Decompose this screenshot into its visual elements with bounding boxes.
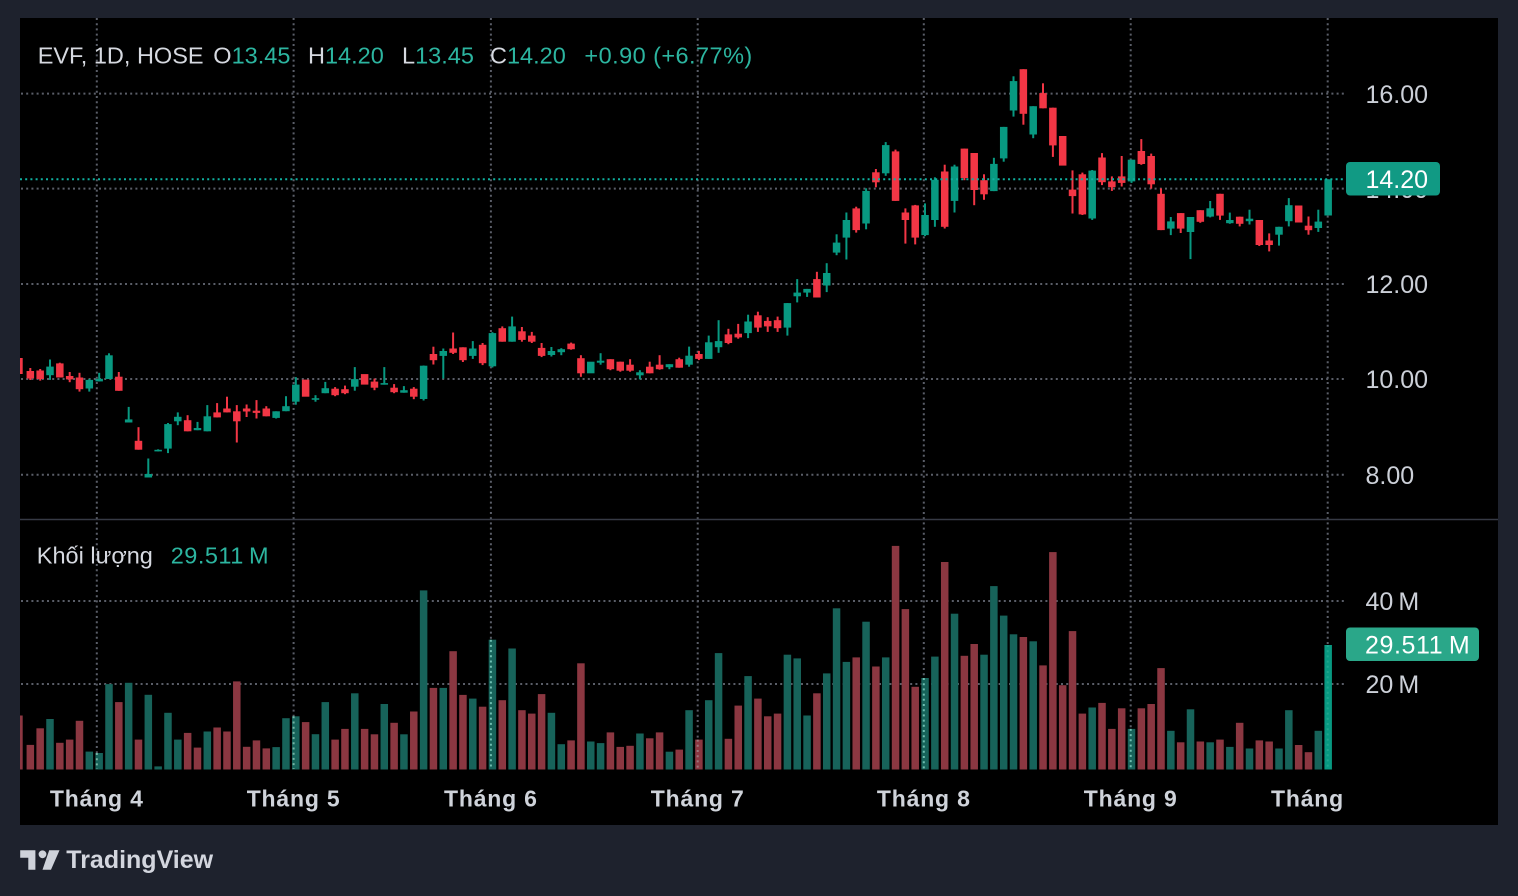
svg-text:Tháng 6: Tháng 6 (444, 786, 538, 812)
svg-text:EVF, 1D, HOSE: EVF, 1D, HOSE (38, 42, 204, 68)
svg-text:TradingView: TradingView (66, 846, 213, 874)
svg-text:16.00: 16.00 (1366, 81, 1429, 109)
svg-text:29.511 M: 29.511 M (171, 543, 269, 569)
svg-text:14.20: 14.20 (1366, 166, 1429, 194)
svg-text:Tháng 4: Tháng 4 (50, 786, 144, 812)
svg-text:Khối lượng: Khối lượng (37, 543, 153, 569)
svg-text:Tháng 5: Tháng 5 (247, 786, 341, 812)
svg-text:40 M: 40 M (1366, 588, 1420, 616)
svg-text:20 M: 20 M (1366, 671, 1420, 699)
svg-text:+0.90 (+6.77%): +0.90 (+6.77%) (584, 42, 752, 68)
svg-text:Tháng 8: Tháng 8 (877, 786, 971, 812)
svg-text:Tháng 7: Tháng 7 (651, 786, 745, 812)
svg-text:Tháng 9: Tháng 9 (1084, 786, 1178, 812)
svg-text:29.511 M: 29.511 M (1365, 632, 1470, 660)
svg-text:L13.45: L13.45 (402, 42, 474, 68)
svg-text:8.00: 8.00 (1366, 462, 1415, 490)
svg-text:H14.20: H14.20 (308, 42, 384, 68)
svg-text:10.00: 10.00 (1366, 366, 1429, 394)
svg-text:C14.20: C14.20 (490, 42, 566, 68)
svg-text:O13.45: O13.45 (213, 42, 290, 68)
svg-text:Tháng: Tháng (1271, 786, 1344, 812)
svg-text:12.00: 12.00 (1366, 271, 1429, 299)
